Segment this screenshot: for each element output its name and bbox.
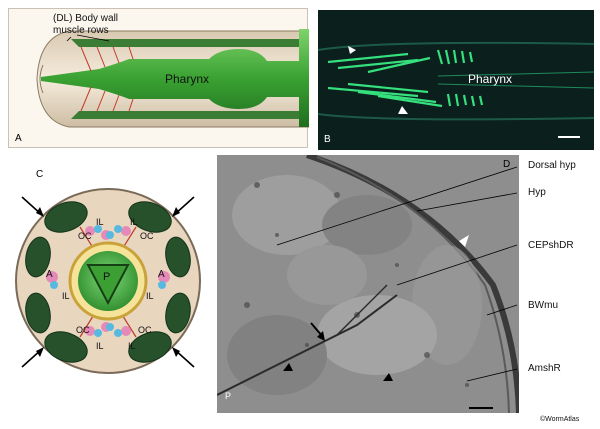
callout-leader-lines: [276, 166, 518, 382]
callout-hyp: Hyp: [528, 187, 546, 198]
arrowhead-dorsal: [348, 46, 356, 54]
pharynx-lumen: [86, 264, 130, 306]
pharynx-p-label: P: [103, 271, 111, 283]
panel-d-tem-micrograph: P D: [217, 155, 519, 413]
callout-amshr: AmshR: [528, 363, 561, 374]
il-label-bottom-right: IL: [128, 341, 136, 351]
il-label-top-right: IL: [130, 217, 138, 227]
panel-a-head-diagram: (DL) Body wall muscle rows Pharynx A: [8, 8, 309, 148]
panel-d-image: [217, 155, 519, 413]
pharynx-shape: [41, 29, 309, 127]
il-label-top-left: IL: [96, 217, 104, 227]
panel-a-illustration: [36, 29, 309, 128]
a-label-right: A: [158, 269, 165, 280]
worm-lips: [39, 64, 44, 94]
dorsal-muscle-row: [71, 39, 309, 47]
panel-b-fluorescence: Pharynx B: [318, 10, 594, 150]
ventral-muscle-fluorescence: [327, 82, 484, 108]
pharynx-label-b: Pharynx: [468, 72, 513, 86]
pharynx-label: Pharynx: [165, 72, 210, 86]
dorsal-muscle-fluorescence: [327, 49, 474, 74]
panel-c-letter: C: [36, 169, 44, 180]
muscle-arms: [80, 46, 134, 112]
scale-bar: [558, 136, 580, 138]
muscle-quadrants: [25, 201, 191, 363]
oc-label-top-left: OC: [78, 231, 92, 241]
oc-label-bottom-left: OC: [76, 325, 90, 335]
il-label-bottom-left: IL: [96, 341, 104, 351]
black-arrowhead: [317, 331, 325, 341]
arrowhead-ventral: [398, 106, 408, 114]
callout-cepshdr: CEPshDR: [528, 240, 574, 251]
il-label-right: IL: [146, 291, 154, 301]
callout-bwmu: BWmu: [528, 300, 558, 311]
panel-c-illustration: [15, 188, 201, 374]
panel-b-letter: B: [324, 134, 331, 145]
oc-label-top-right: OC: [140, 231, 154, 241]
panel-a-letter: A: [15, 133, 22, 144]
scale-bar-d: [469, 407, 493, 409]
dl-label-line2: muscle rows: [53, 25, 109, 36]
panel-d-letter: D: [503, 159, 511, 170]
panel-b-image: [318, 10, 594, 150]
credit: ©WormAtlas: [540, 416, 580, 423]
dl-label-line1: (DL) Body wall: [53, 13, 119, 24]
panel-c-cross-section: IL IL OC OC A A IL IL P OC OC IL IL C: [8, 165, 208, 390]
black-arrowhead-3: [383, 373, 393, 381]
black-arrowhead-2: [283, 363, 293, 371]
il-label-left: IL: [62, 291, 70, 301]
callout-dorsal-hyp: Dorsal hyp: [528, 160, 576, 171]
sensilla: [46, 225, 170, 337]
a-label-left: A: [46, 269, 53, 280]
p-label-d: P: [225, 391, 232, 401]
white-arrowhead: [459, 235, 469, 247]
ventral-muscle-row: [71, 111, 309, 119]
oc-label-bottom-right: OC: [138, 325, 152, 335]
